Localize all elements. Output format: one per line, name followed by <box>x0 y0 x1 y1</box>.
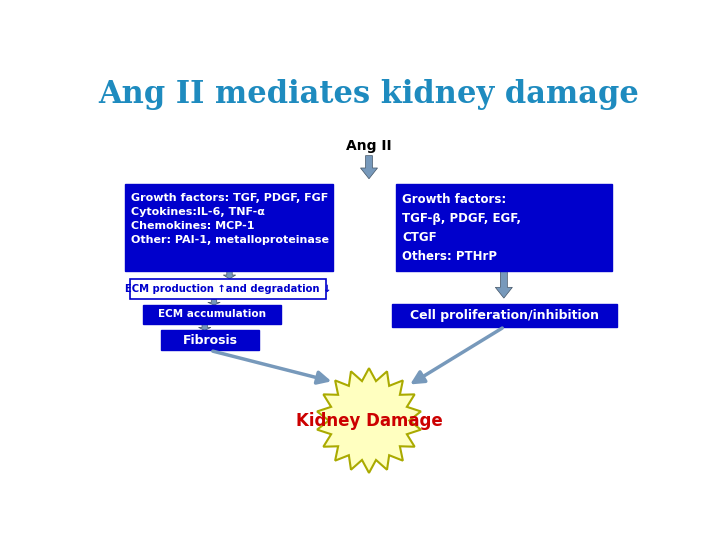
FancyBboxPatch shape <box>143 305 281 323</box>
Text: ECM production ↑and degradation ↓: ECM production ↑and degradation ↓ <box>125 284 331 294</box>
FancyBboxPatch shape <box>125 184 333 271</box>
FancyBboxPatch shape <box>130 279 325 299</box>
Text: Ang II mediates kidney damage: Ang II mediates kidney damage <box>99 78 639 110</box>
Text: Kidney Damage: Kidney Damage <box>296 411 442 429</box>
Polygon shape <box>199 325 211 330</box>
Text: Growth factors:
TGF-β, PDGF, EGF,
CTGF
Others: PTHrP: Growth factors: TGF-β, PDGF, EGF, CTGF O… <box>402 193 521 264</box>
Polygon shape <box>361 156 377 179</box>
Polygon shape <box>317 368 421 473</box>
Text: Fibrosis: Fibrosis <box>183 334 238 347</box>
Text: ECM accumulation: ECM accumulation <box>158 309 266 319</box>
Polygon shape <box>223 271 235 279</box>
Text: Growth factors: TGF, PDGF, FGF
Cytokines:IL-6, TNF-α
Chemokines: MCP-1
Other: PA: Growth factors: TGF, PDGF, FGF Cytokines… <box>131 193 329 245</box>
FancyBboxPatch shape <box>396 184 611 271</box>
Polygon shape <box>495 271 513 298</box>
Text: Cell proliferation/inhibition: Cell proliferation/inhibition <box>410 308 599 321</box>
Polygon shape <box>208 300 220 305</box>
Text: Ang II: Ang II <box>346 139 392 153</box>
FancyBboxPatch shape <box>161 330 259 350</box>
FancyBboxPatch shape <box>392 303 617 327</box>
